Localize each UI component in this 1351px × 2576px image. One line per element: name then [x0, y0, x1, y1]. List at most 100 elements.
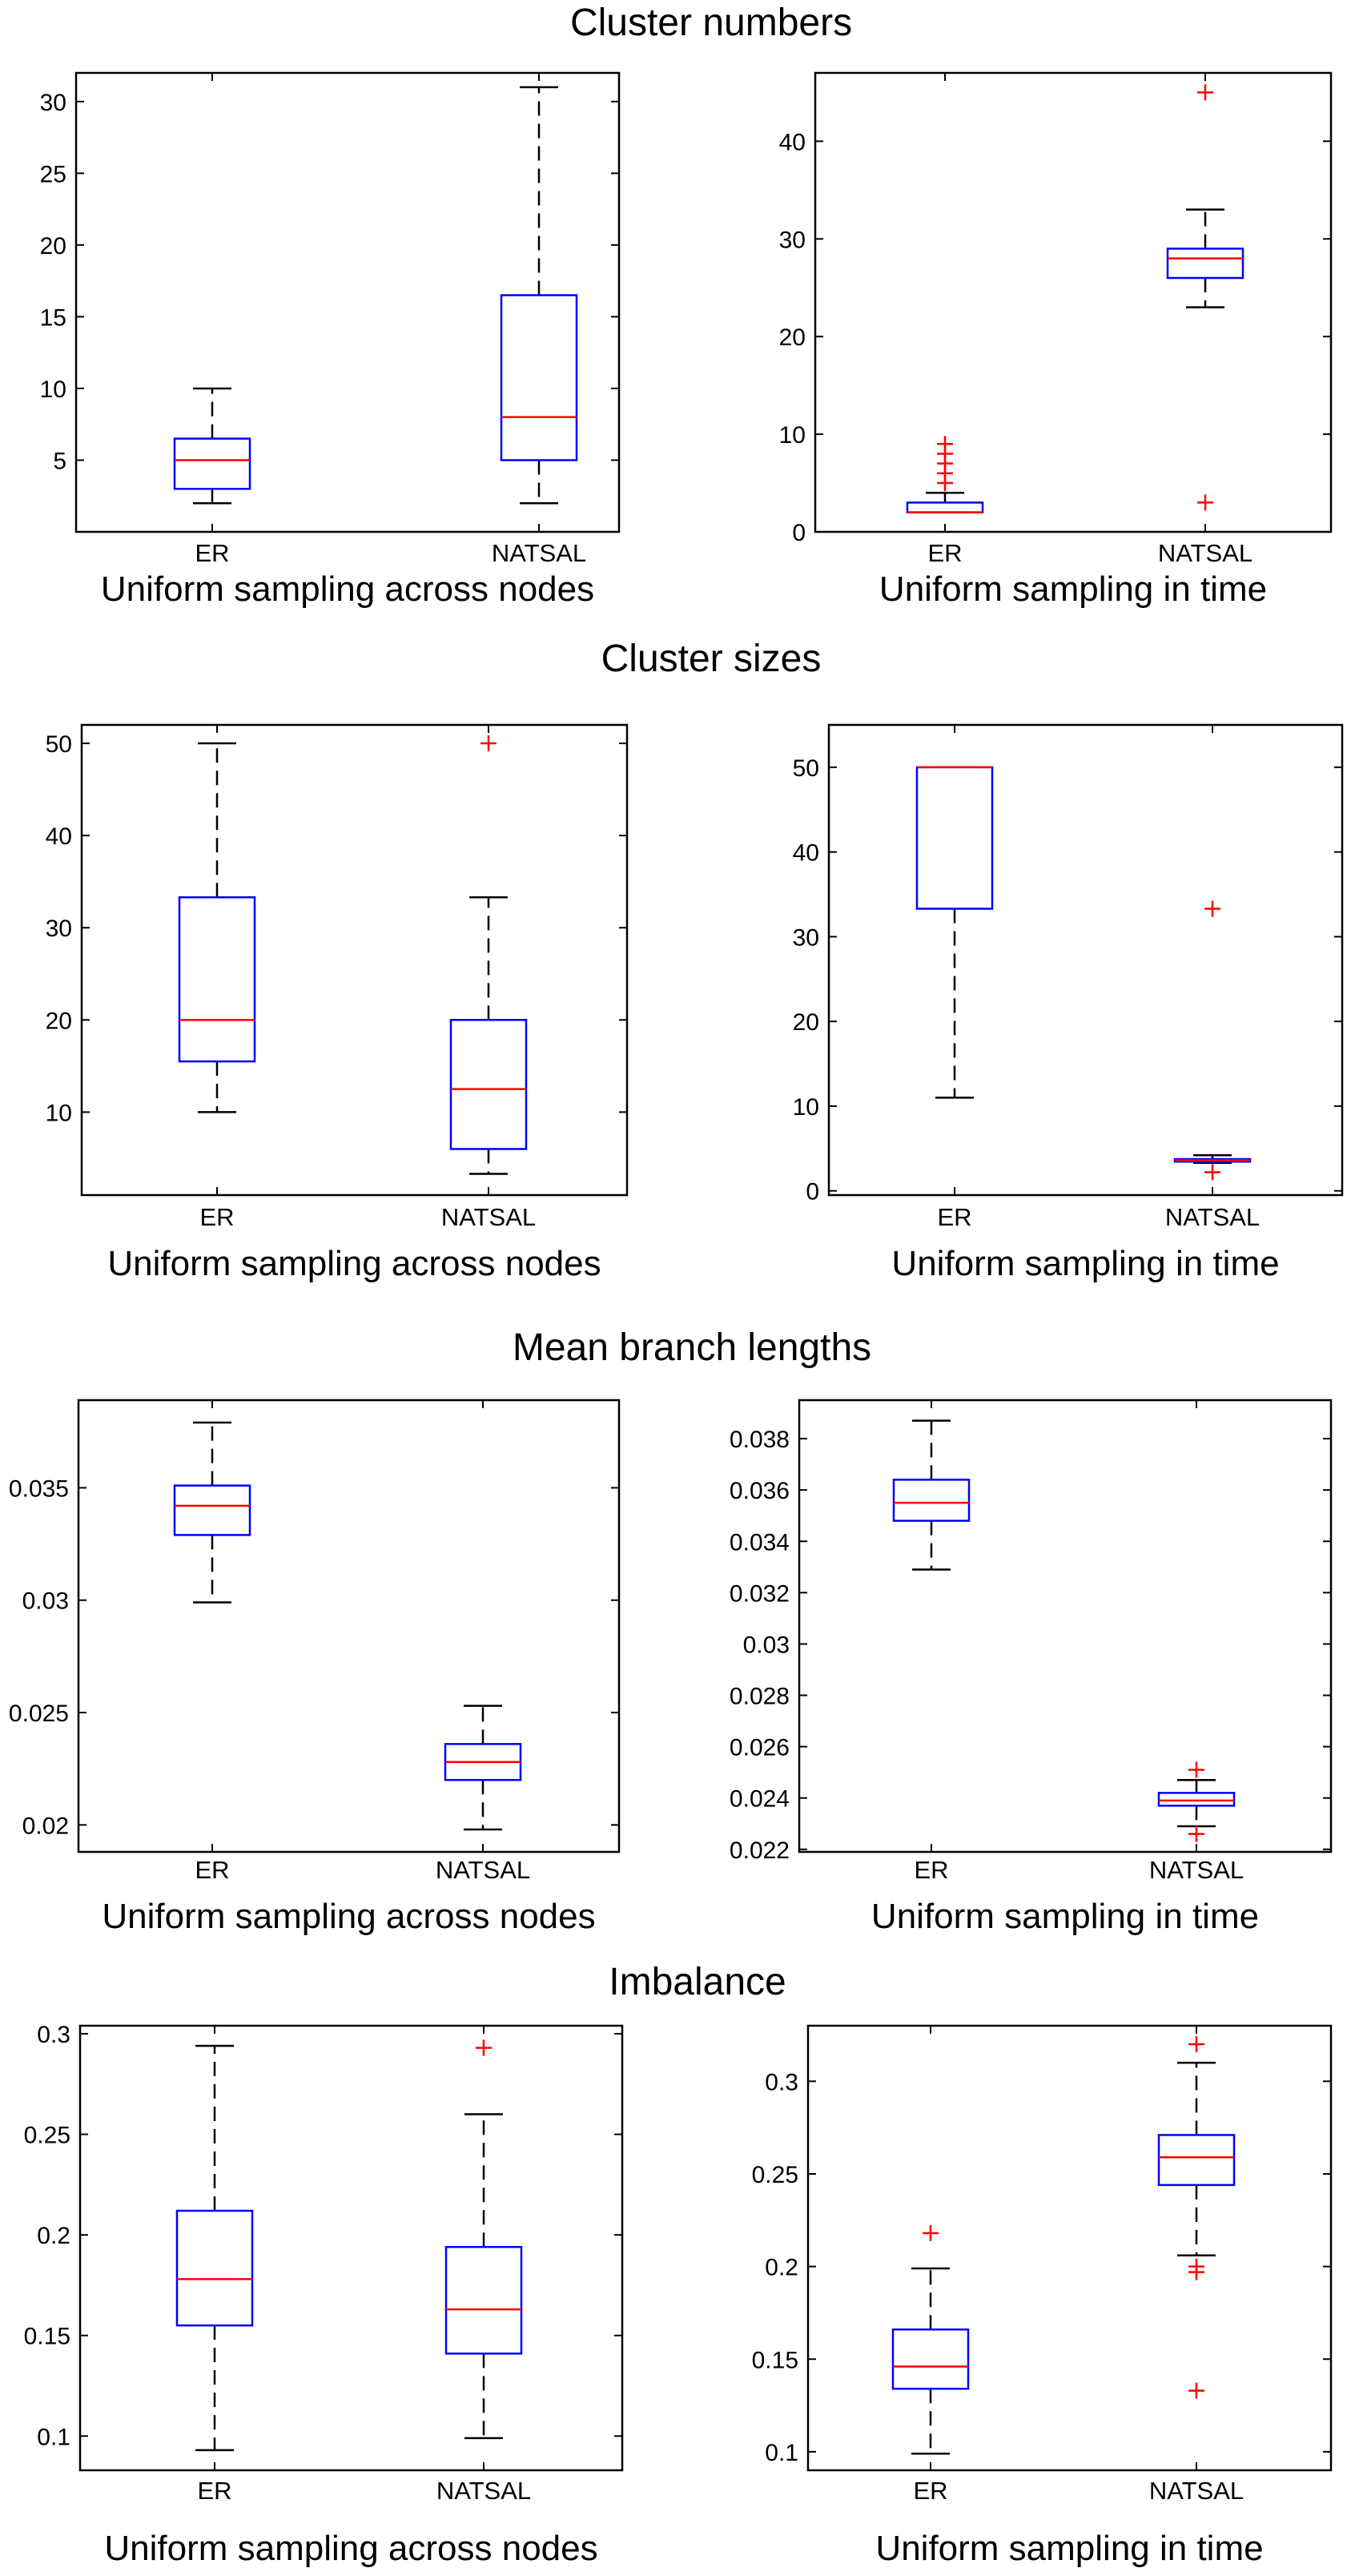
- box-natsal: [444, 1705, 522, 1831]
- y-tick-label: 30: [793, 924, 819, 951]
- plot-frame: [827, 723, 1344, 1197]
- box-natsal: [444, 2039, 523, 2440]
- section-title-imbalance: Imbalance: [609, 1961, 786, 2003]
- y-tick-label: 0.025: [9, 1701, 69, 1727]
- category-label-er: ER: [914, 1856, 948, 1884]
- category-label-er: ER: [937, 1203, 971, 1231]
- box-plot-panel-4: 0 10 20 30 40 50 ER NATSAL Uniform sampling in t…: [793, 723, 1344, 1283]
- y-tick-label: 10: [46, 1100, 72, 1126]
- category-label-natsal: NATSAL: [492, 539, 586, 567]
- x-axis-label: Uniform sampling across nodes: [104, 2529, 597, 2568]
- outlier-marker: [937, 436, 953, 453]
- section-title-cluster-numbers: Cluster numbers: [570, 2, 852, 44]
- y-tick-label: 0.035: [9, 1475, 69, 1502]
- outlier-marker: [1188, 1761, 1204, 1778]
- category-label-natsal: NATSAL: [1165, 1203, 1260, 1231]
- box-natsal: [1157, 2036, 1236, 2399]
- y-tick-label: 0.25: [24, 2123, 70, 2149]
- outlier-marker: [1197, 494, 1213, 511]
- x-axis-label: Uniform sampling in time: [875, 2529, 1263, 2568]
- y-tick-label: 20: [46, 1008, 72, 1034]
- interquartile-box: [449, 1019, 528, 1150]
- interquartile-box: [891, 2328, 970, 2390]
- y-tick-label: 0.03: [743, 1632, 790, 1658]
- y-tick-label: 0.3: [765, 2069, 798, 2095]
- box-plot-panel-6: 0.022 0.024 0.026 0.028 0.03 0.032 0.034 0.036 0…: [730, 1399, 1333, 1936]
- category-label-natsal: NATSAL: [1149, 2477, 1244, 2505]
- y-tick-label: 0.028: [730, 1684, 790, 1710]
- section-title-cluster-sizes: Cluster sizes: [601, 638, 822, 680]
- y-tick-label: 0.15: [752, 2347, 798, 2373]
- y-tick-label: 0.024: [730, 1786, 790, 1813]
- y-tick-label: 10: [779, 422, 806, 449]
- y-tick-label: 10: [793, 1094, 819, 1121]
- y-tick-label: 0.026: [730, 1735, 790, 1761]
- y-tick-label: 0.2: [37, 2223, 70, 2249]
- y-tick-label: 40: [793, 840, 819, 867]
- y-tick-label: 50: [46, 731, 72, 758]
- plot-frame: [814, 71, 1333, 533]
- box-er: [178, 742, 256, 1113]
- box-plot-panel-5: 0.02 0.025 0.03 0.035 ER NATSAL Uniform sampli…: [9, 1399, 621, 1936]
- box-plot-panel-7: 0.1 0.15 0.2 0.25 0.3 ER NATSAL Uniform samplin…: [24, 2022, 624, 2568]
- y-tick-label: 30: [40, 90, 66, 116]
- outlier-marker: [1188, 2036, 1204, 2053]
- y-tick-label: 0.02: [22, 1813, 69, 1839]
- y-tick-label: 40: [779, 129, 806, 155]
- category-label-natsal: NATSAL: [436, 1856, 530, 1884]
- y-tick-label: 5: [53, 448, 66, 474]
- plot-frame: [806, 2024, 1333, 2472]
- interquartile-box: [906, 501, 984, 513]
- box-plot-panel-3: 10 20 30 40 50 ER NATSAL Uniform sampling acros…: [46, 723, 629, 1283]
- outlier-marker: [1188, 2382, 1204, 2399]
- interquartile-box: [1157, 1792, 1236, 1807]
- y-tick-label: 20: [40, 233, 66, 260]
- section-title-mean-branch-lengths: Mean branch lengths: [513, 1326, 871, 1369]
- y-tick-label: 0.1: [37, 2424, 70, 2450]
- outlier-marker: [480, 735, 497, 752]
- plot-frame: [80, 723, 629, 1197]
- y-tick-label: 20: [793, 1009, 819, 1036]
- plot-frame: [77, 1399, 621, 1854]
- y-tick-label: 0.1: [765, 2440, 798, 2466]
- y-tick-label: 10: [40, 376, 66, 403]
- outlier-marker: [1188, 1825, 1204, 1842]
- outlier-marker: [476, 2039, 492, 2056]
- y-tick-label: 25: [40, 161, 66, 187]
- y-tick-label: 0.032: [730, 1580, 790, 1607]
- box-er: [906, 436, 984, 513]
- box-natsal: [449, 735, 528, 1175]
- y-tick-label: 50: [793, 755, 819, 782]
- interquartile-box: [173, 1484, 251, 1536]
- y-tick-label: 0.038: [730, 1427, 790, 1453]
- category-label-natsal: NATSAL: [436, 2477, 531, 2505]
- box-natsal: [1173, 900, 1252, 1181]
- plot-frame: [798, 1399, 1333, 1854]
- outlier-marker: [1204, 1164, 1220, 1181]
- y-tick-label: 0.25: [752, 2162, 798, 2188]
- category-label-natsal: NATSAL: [1158, 539, 1252, 567]
- x-axis-label: Uniform sampling across nodes: [101, 570, 594, 609]
- y-tick-label: 0.022: [730, 1837, 790, 1864]
- box-er: [915, 766, 994, 1099]
- outlier-marker: [1188, 2264, 1204, 2280]
- interquartile-box: [173, 437, 251, 490]
- box-er: [175, 2044, 254, 2452]
- interquartile-box: [175, 2209, 254, 2327]
- y-tick-label: 0: [792, 520, 806, 546]
- y-tick-label: 15: [40, 304, 66, 331]
- x-axis-label: Uniform sampling in time: [891, 1244, 1279, 1283]
- y-tick-label: 20: [779, 324, 806, 351]
- y-tick-label: 0: [806, 1179, 819, 1205]
- box-plot-panel-1: 5 10 15 20 25 30 ER NATSAL Uniform sampling acro…: [40, 71, 621, 609]
- box-er: [891, 2225, 970, 2455]
- y-tick-label: 0.03: [22, 1588, 69, 1615]
- interquartile-box: [444, 2245, 523, 2355]
- interquartile-box: [178, 896, 256, 1063]
- interquartile-box: [1166, 248, 1244, 280]
- interquartile-box: [1157, 2134, 1236, 2187]
- interquartile-box: [500, 294, 578, 461]
- y-tick-label: 40: [46, 823, 72, 850]
- y-tick-label: 0.15: [24, 2324, 70, 2350]
